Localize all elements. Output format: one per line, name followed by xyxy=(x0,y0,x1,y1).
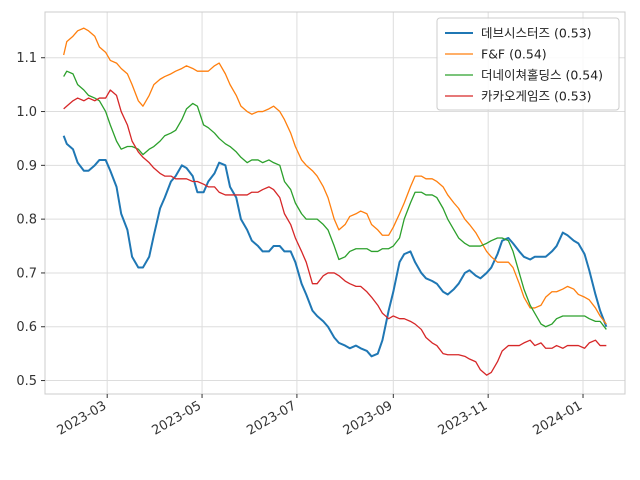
y-tick-label: 1.0 xyxy=(16,105,37,120)
y-tick-label: 0.7 xyxy=(16,266,37,281)
y-tick-label: 0.6 xyxy=(16,320,37,335)
y-tick-label: 0.9 xyxy=(16,159,37,174)
legend-entry-label: 데브시스터즈 (0.53) xyxy=(481,26,592,41)
legend-box xyxy=(436,17,620,111)
series-lines xyxy=(62,27,608,376)
series-line-2 xyxy=(63,27,607,325)
legend-entry-label: 카카오게임즈 (0.53) xyxy=(481,89,592,104)
series-line-3 xyxy=(63,70,607,330)
legend: 데브시스터즈 (0.53) F&F (0.54) 더네이쳐홀딩스 (0.54) 카카오… xyxy=(436,17,620,111)
legend-entry-label: F&F (0.54) xyxy=(481,47,547,62)
plot-frame xyxy=(44,11,626,395)
legend-entry-label: 더네이쳐홀딩스 (0.54) xyxy=(481,68,603,83)
y-tick-label: 1.1 xyxy=(16,51,37,66)
series-line-1 xyxy=(62,135,608,358)
y-tick-label: 0.8 xyxy=(16,213,37,228)
y-tick-label: 0.5 xyxy=(16,374,37,389)
series-line-4 xyxy=(63,89,607,376)
y-axis: 0.5 0.6 0.7 0.8 0.9 1.0 1.1 xyxy=(16,51,45,389)
